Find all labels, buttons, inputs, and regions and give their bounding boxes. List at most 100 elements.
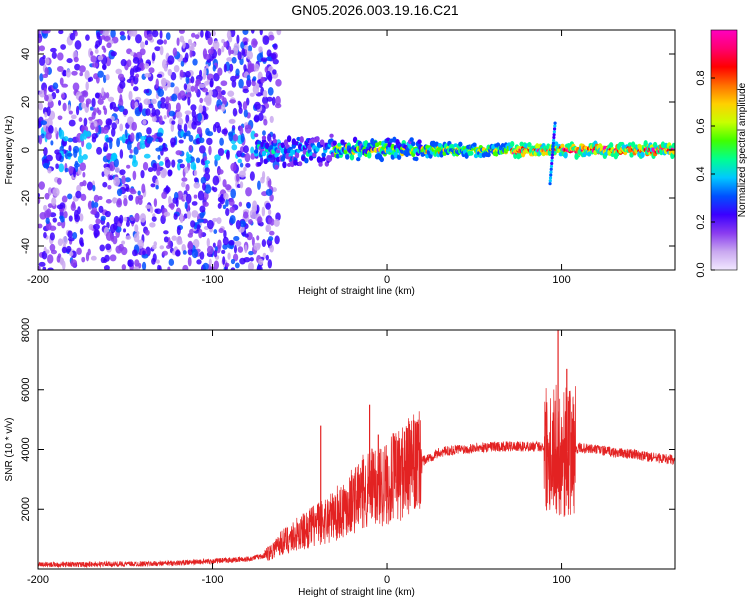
noise-blob xyxy=(75,190,82,199)
noise-blob xyxy=(121,133,126,144)
noise-blob xyxy=(116,188,123,197)
noise-blob xyxy=(274,235,280,245)
noise-blob xyxy=(231,56,237,64)
noise-blob xyxy=(58,30,64,35)
noise-blob xyxy=(250,153,256,160)
noise-blob xyxy=(141,261,147,270)
noise-blob xyxy=(225,262,230,267)
noise-blob xyxy=(178,139,184,144)
noise-blob xyxy=(185,184,190,192)
noise-blob xyxy=(208,145,212,156)
noise-blob xyxy=(225,199,229,207)
noise-blob xyxy=(149,222,156,228)
noise-blob xyxy=(107,96,115,103)
noise-blob xyxy=(67,193,73,200)
noise-blob xyxy=(139,213,147,223)
x-tick-label: 0 xyxy=(384,574,390,586)
noise-blob xyxy=(44,192,50,200)
ridge-blob xyxy=(282,161,287,169)
noise-blob xyxy=(185,193,192,204)
noise-blob xyxy=(183,83,188,91)
noise-blob xyxy=(106,221,110,229)
noise-blob xyxy=(47,203,53,208)
noise-blob xyxy=(265,202,271,210)
noise-blob xyxy=(212,40,220,51)
ridge-blob xyxy=(414,156,419,162)
noise-blob xyxy=(72,231,78,240)
noise-blob xyxy=(234,262,240,269)
ridge-blob xyxy=(329,133,334,138)
noise-blob xyxy=(208,89,213,97)
noise-blob xyxy=(193,182,201,189)
noise-blob xyxy=(227,131,234,137)
noise-blob xyxy=(187,248,194,256)
ridge-blob xyxy=(472,142,477,147)
noise-blob xyxy=(206,97,212,105)
noise-blob xyxy=(182,264,189,270)
noise-blob xyxy=(143,98,151,106)
noise-blob xyxy=(167,169,173,176)
noise-blob xyxy=(207,48,214,55)
noise-blob xyxy=(142,250,146,256)
noise-blob xyxy=(191,201,198,206)
noise-blob xyxy=(85,81,89,91)
ridge-blob xyxy=(327,155,333,162)
noise-blob xyxy=(262,130,266,136)
spike-blob xyxy=(551,147,555,151)
noise-blob xyxy=(229,119,235,124)
noise-blob xyxy=(109,254,117,262)
noise-blob xyxy=(59,215,65,223)
noise-blob xyxy=(58,129,65,140)
noise-blob xyxy=(71,70,78,76)
noise-blob xyxy=(212,217,218,222)
noise-blob xyxy=(266,176,270,182)
noise-blob xyxy=(128,154,134,159)
noise-blob xyxy=(176,225,181,236)
noise-blob xyxy=(120,59,127,67)
noise-blob xyxy=(115,68,123,75)
noise-blob xyxy=(258,112,264,122)
noise-blob xyxy=(246,50,254,60)
noise-blob xyxy=(243,145,249,154)
noise-blob xyxy=(66,152,73,157)
noise-blob xyxy=(199,97,204,104)
noise-blob xyxy=(179,213,184,221)
noise-blob xyxy=(44,111,48,118)
ridge-blob xyxy=(321,156,326,162)
noise-blob xyxy=(154,109,161,117)
noise-blob xyxy=(148,104,154,109)
noise-blob xyxy=(90,55,97,63)
noise-blob xyxy=(39,45,46,52)
noise-blob xyxy=(275,95,281,106)
noise-blob xyxy=(38,102,43,111)
noise-blob xyxy=(228,239,235,246)
spike-blob xyxy=(552,130,556,134)
noise-blob xyxy=(106,42,112,49)
noise-blob xyxy=(257,216,263,224)
noise-blob xyxy=(216,217,222,225)
noise-blob xyxy=(135,34,142,44)
noise-blob xyxy=(190,104,197,111)
noise-blob xyxy=(127,259,134,267)
noise-blob xyxy=(110,101,117,110)
noise-blob xyxy=(151,107,156,117)
noise-blob xyxy=(242,30,249,36)
noise-blob xyxy=(249,92,255,97)
ridge-blob xyxy=(404,150,410,158)
ridge-blob xyxy=(261,150,267,157)
noise-blob xyxy=(199,212,205,219)
noise-blob xyxy=(76,184,82,193)
noise-blob xyxy=(246,202,251,209)
noise-blob xyxy=(119,123,124,132)
noise-blob xyxy=(191,121,197,130)
noise-blob xyxy=(49,232,55,241)
noise-blob xyxy=(86,181,93,191)
ridge-blob xyxy=(332,140,337,146)
noise-blob xyxy=(151,244,157,250)
noise-blob xyxy=(55,163,59,170)
noise-blob xyxy=(98,205,104,213)
noise-blob xyxy=(44,66,49,76)
noise-blob xyxy=(67,104,71,112)
noise-blob xyxy=(166,244,171,250)
noise-blob xyxy=(222,204,227,210)
